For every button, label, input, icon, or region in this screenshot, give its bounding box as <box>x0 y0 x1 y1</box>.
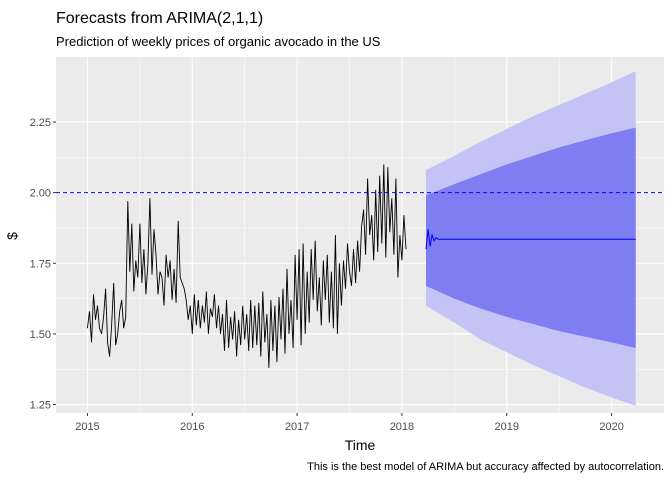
x-tick-label: 2016 <box>180 421 204 433</box>
chart-title: Forecasts from ARIMA(2,1,1) <box>56 10 263 27</box>
x-tick-label: 2017 <box>285 421 309 433</box>
y-axis-label: $ <box>4 232 20 240</box>
x-tick-label: 2015 <box>75 421 99 433</box>
x-tick-label: 2019 <box>495 421 519 433</box>
chart-caption: This is the best model of ARIMA but accu… <box>307 461 664 473</box>
y-axis: 1.25 1.50 1.75 2.00 2.25 <box>30 117 56 412</box>
history-series-line <box>86 164 407 368</box>
x-axis-label: Time <box>345 437 376 453</box>
forecast-mean-line <box>425 229 636 250</box>
x-axis: 2015 2016 2017 2018 2019 2020 <box>75 413 624 433</box>
y-tick-label: 2.25 <box>30 117 51 129</box>
chart-subtitle: Prediction of weekly prices of organic a… <box>56 34 381 49</box>
y-tick-label: 2.00 <box>30 188 51 200</box>
y-tick-label: 1.75 <box>30 258 51 270</box>
y-tick-label: 1.50 <box>30 329 51 341</box>
plot-panel <box>56 57 664 413</box>
y-tick-label: 1.25 <box>30 400 51 412</box>
x-tick-label: 2020 <box>599 421 623 433</box>
x-tick-label: 2018 <box>390 421 414 433</box>
interval-80-band <box>426 127 636 348</box>
